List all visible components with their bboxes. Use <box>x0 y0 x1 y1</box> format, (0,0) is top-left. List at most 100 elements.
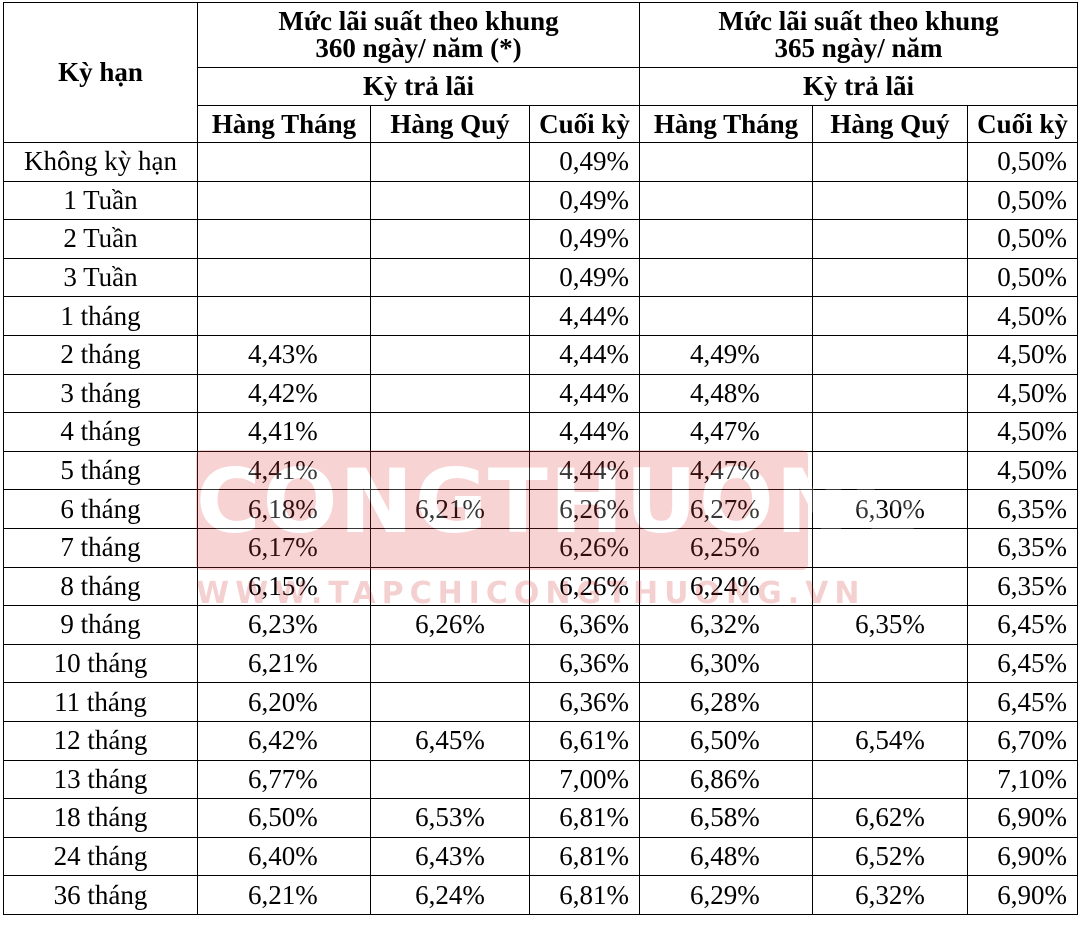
table-row: 36 tháng 6,21% 6,24% 6,81% 6,29% 6,32% 6,90% <box>3 875 1078 915</box>
col-header-end-365: Cuối kỳ <box>967 105 1078 143</box>
group-365-line2: 365 ngày/ năm <box>774 33 943 63</box>
table-row: 6 tháng 6,18% 6,21% 6,26% 6,27% 6,30% 6,35% <box>3 489 1078 529</box>
footnote-cutoff <box>3 918 1077 930</box>
monthly-365-cell: 4,47% <box>639 412 813 452</box>
col-header-quarterly-365: Hàng Quý <box>812 105 968 143</box>
quarterly-360-cell: 6,24% <box>370 875 530 915</box>
quarterly-360-cell: 6,26% <box>370 605 530 645</box>
table-row: 2 Tuần 0,49% 0,50% <box>3 219 1078 259</box>
rate-table-container: Kỳ hạn Mức lãi suất theo khung 360 ngày/… <box>3 2 1078 915</box>
monthly-365-cell <box>639 142 813 182</box>
end-360-cell: 4,44% <box>529 450 640 491</box>
col-header-end-360: Cuối kỳ <box>529 105 640 143</box>
term-cell: 2 tháng <box>3 334 198 375</box>
end-365-cell: 6,45% <box>967 682 1078 722</box>
monthly-365-cell: 6,32% <box>639 605 813 645</box>
term-cell: 5 tháng <box>3 450 198 491</box>
table-body: Không kỳ hạn 0,49% 0,50% 1 Tuần 0,49% 0,50% 2 … <box>3 142 1078 915</box>
end-360-cell: 6,81% <box>529 836 640 877</box>
quarterly-365-cell: 6,62% <box>812 798 968 838</box>
payment-period-360-header: Kỳ trả lãi <box>197 67 640 106</box>
monthly-365-cell: 6,30% <box>639 643 813 684</box>
end-365-cell: 0,50% <box>967 180 1078 221</box>
table-row: 3 tháng 4,42% 4,44% 4,48% 4,50% <box>3 373 1078 414</box>
term-cell: 24 tháng <box>3 836 198 877</box>
end-365-cell: 6,35% <box>967 527 1078 568</box>
col-header-monthly-365: Hàng Tháng <box>639 105 813 143</box>
monthly-360-cell: 4,41% <box>197 412 371 452</box>
end-360-cell: 0,49% <box>529 142 640 182</box>
end-360-cell: 6,36% <box>529 605 640 645</box>
quarterly-365-cell <box>812 296 968 336</box>
table-row: 12 tháng 6,42% 6,45% 6,61% 6,50% 6,54% 6,70% <box>3 720 1078 761</box>
term-cell: 12 tháng <box>3 720 198 761</box>
term-cell: 3 Tuần <box>3 257 198 298</box>
table-row: 24 tháng 6,40% 6,43% 6,81% 6,48% 6,52% 6,90% <box>3 836 1078 877</box>
quarterly-365-cell <box>812 142 968 182</box>
quarterly-360-cell: 6,43% <box>370 836 530 877</box>
end-365-cell: 4,50% <box>967 412 1078 452</box>
term-cell: Không kỳ hạn <box>3 142 198 182</box>
monthly-365-cell: 6,28% <box>639 682 813 722</box>
end-360-cell: 4,44% <box>529 334 640 375</box>
quarterly-360-cell <box>370 643 530 684</box>
monthly-365-cell: 6,48% <box>639 836 813 877</box>
quarterly-360-cell <box>370 450 530 491</box>
end-360-cell: 7,00% <box>529 759 640 800</box>
end-365-cell: 4,50% <box>967 450 1078 491</box>
quarterly-360-cell <box>370 296 530 336</box>
monthly-365-cell <box>639 257 813 298</box>
end-360-cell: 6,26% <box>529 489 640 529</box>
monthly-360-cell: 6,23% <box>197 605 371 645</box>
quarterly-360-cell: 6,53% <box>370 798 530 838</box>
table-row: 5 tháng 4,41% 4,44% 4,47% 4,50% <box>3 450 1078 491</box>
quarterly-365-cell: 6,52% <box>812 836 968 877</box>
quarterly-360-cell <box>370 334 530 375</box>
monthly-360-cell <box>197 142 371 182</box>
term-cell: 2 Tuần <box>3 219 198 259</box>
payment-period-365-header: Kỳ trả lãi <box>639 67 1078 106</box>
quarterly-360-cell <box>370 759 530 800</box>
term-cell: 13 tháng <box>3 759 198 800</box>
table-header: Kỳ hạn Mức lãi suất theo khung 360 ngày/… <box>3 2 1078 143</box>
term-cell: 11 tháng <box>3 682 198 722</box>
monthly-365-cell: 4,48% <box>639 373 813 414</box>
monthly-360-cell: 6,77% <box>197 759 371 800</box>
table-row: 7 tháng 6,17% 6,26% 6,25% 6,35% <box>3 527 1078 568</box>
end-365-cell: 6,45% <box>967 605 1078 645</box>
quarterly-365-cell <box>812 566 968 607</box>
monthly-360-cell <box>197 219 371 259</box>
term-cell: 6 tháng <box>3 489 198 529</box>
table-row: 9 tháng 6,23% 6,26% 6,36% 6,32% 6,35% 6,45% <box>3 605 1078 645</box>
term-cell: 10 tháng <box>3 643 198 684</box>
end-360-cell: 0,49% <box>529 180 640 221</box>
quarterly-365-cell: 6,54% <box>812 720 968 761</box>
monthly-360-cell <box>197 180 371 221</box>
quarterly-365-cell <box>812 334 968 375</box>
end-360-cell: 6,26% <box>529 566 640 607</box>
group-360-header: Mức lãi suất theo khung 360 ngày/ năm (*… <box>197 2 640 68</box>
end-360-cell: 6,26% <box>529 527 640 568</box>
table-row: 11 tháng 6,20% 6,36% 6,28% 6,45% <box>3 682 1078 722</box>
monthly-360-cell: 6,40% <box>197 836 371 877</box>
interest-rate-table: Kỳ hạn Mức lãi suất theo khung 360 ngày/… <box>3 2 1078 915</box>
monthly-365-cell: 6,24% <box>639 566 813 607</box>
quarterly-365-cell <box>812 682 968 722</box>
end-365-cell: 7,10% <box>967 759 1078 800</box>
end-360-cell: 4,44% <box>529 373 640 414</box>
quarterly-365-cell <box>812 257 968 298</box>
monthly-360-cell: 6,17% <box>197 527 371 568</box>
end-365-cell: 0,50% <box>967 142 1078 182</box>
end-365-cell: 0,50% <box>967 219 1078 259</box>
quarterly-365-cell <box>812 373 968 414</box>
quarterly-365-cell <box>812 527 968 568</box>
end-360-cell: 0,49% <box>529 257 640 298</box>
end-360-cell: 6,61% <box>529 720 640 761</box>
table-row: 18 tháng 6,50% 6,53% 6,81% 6,58% 6,62% 6,90% <box>3 798 1078 838</box>
quarterly-360-cell <box>370 682 530 722</box>
col-header-quarterly-360: Hàng Quý <box>370 105 530 143</box>
table-row: 1 tháng 4,44% 4,50% <box>3 296 1078 336</box>
monthly-360-cell: 6,15% <box>197 566 371 607</box>
end-365-cell: 6,70% <box>967 720 1078 761</box>
quarterly-360-cell: 6,45% <box>370 720 530 761</box>
